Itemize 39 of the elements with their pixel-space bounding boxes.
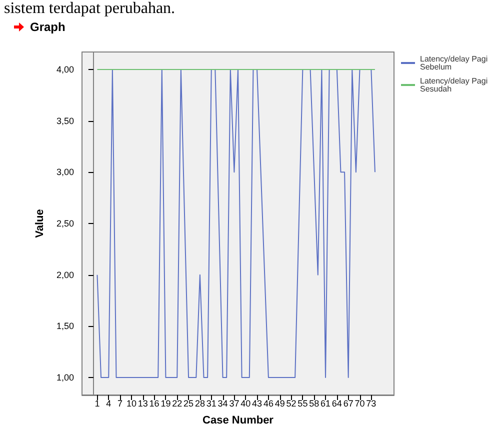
y-tick-label: 2,50 <box>56 218 74 228</box>
y-tick-label: 1,50 <box>56 321 74 332</box>
chart-title: Graph <box>30 20 66 34</box>
x-tick-label: 49 <box>274 398 285 408</box>
x-tick-label: 1 <box>94 398 100 408</box>
x-tick-label: 28 <box>194 398 205 408</box>
x-tick-label: 73 <box>366 398 376 408</box>
x-tick-label: 43 <box>252 398 262 408</box>
x-tick-label: 4 <box>106 398 112 408</box>
y-axis-title: Value <box>34 209 46 238</box>
x-tick-label: 67 <box>343 398 354 408</box>
x-tick-label: 70 <box>354 398 365 408</box>
y-tick-label: 2,00 <box>56 270 74 280</box>
x-tick-label: 13 <box>138 398 148 408</box>
x-tick-label: 34 <box>218 398 228 408</box>
line-series <box>96 68 376 378</box>
x-tick-label: 10 <box>126 398 136 408</box>
y-tick-label: 3,00 <box>56 167 74 178</box>
x-tick-label: 40 <box>240 398 251 408</box>
x-tick-label: 16 <box>149 398 160 408</box>
text: sistem terdapat perubahan. <box>4 0 176 18</box>
x-tick-label: 46 <box>263 398 274 408</box>
x-tick-label: 25 <box>184 398 194 408</box>
x-tick-label: 58 <box>309 398 320 408</box>
y-tick-label: 4,00 <box>56 64 74 74</box>
x-tick-label: 7 <box>118 398 123 408</box>
x-tick-label: 55 <box>298 398 308 408</box>
x-axis-title: Case Number <box>202 414 274 426</box>
x-tick-label: 64 <box>332 398 342 408</box>
x-tick-label: 22 <box>172 398 182 408</box>
y-tick-label: 3,50 <box>56 116 74 126</box>
y-tick-label: 1,00 <box>56 372 74 383</box>
legend-label: Latency/delay Pagi Sesudah <box>420 76 490 94</box>
x-tick-label: 61 <box>320 398 331 408</box>
x-tick-label: 37 <box>229 398 240 408</box>
legend-label: Latency/delay Pagi Sebelum <box>420 54 490 72</box>
x-tick-label: 19 <box>160 398 171 408</box>
x-tick-label: 31 <box>206 398 216 408</box>
x-tick-label: 52 <box>286 398 296 408</box>
